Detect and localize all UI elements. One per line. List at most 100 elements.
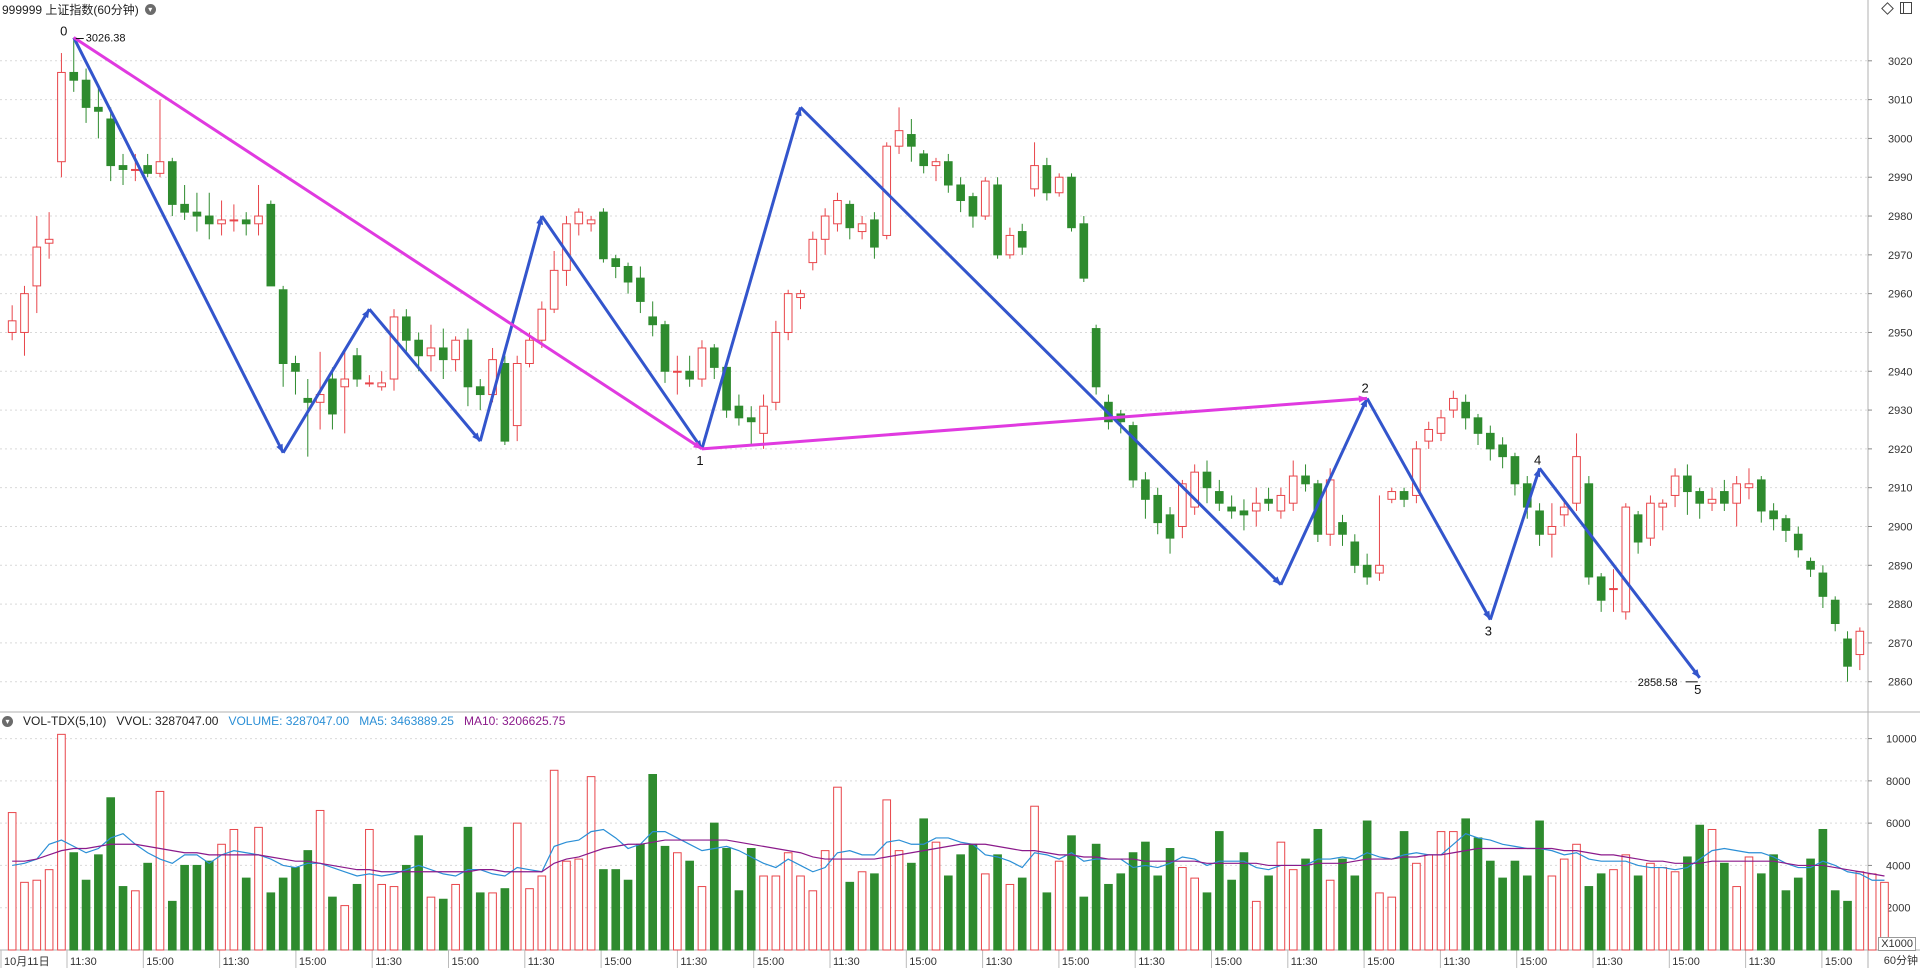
time-tick-label: 11:30 [70, 956, 97, 968]
volume-bar-down [1202, 892, 1212, 951]
volume-bar-down [1313, 828, 1323, 951]
candle-down [1141, 479, 1150, 500]
volume-bar-up [1707, 828, 1717, 951]
price-tick-label: 3010 [1888, 95, 1912, 107]
price-tick-label: 2950 [1888, 327, 1912, 339]
candle-up [254, 215, 263, 225]
volume-bar-down [1239, 852, 1249, 951]
volume-bar-down [685, 860, 694, 951]
candle-up [1621, 506, 1631, 613]
volume-bar-down [180, 864, 189, 951]
candle-down [870, 219, 879, 248]
volume-tick-label: 8000 [1886, 776, 1910, 788]
candle-down [1473, 417, 1483, 434]
candle-down [1239, 510, 1249, 516]
magenta-wave-segment [701, 396, 1368, 451]
candle-up [1744, 483, 1754, 489]
candle-up [340, 378, 350, 388]
volume-bar-up [1609, 869, 1618, 951]
volume-bar-down [1116, 873, 1126, 951]
volume-bar-up [771, 875, 781, 951]
volume-bar-up [1030, 805, 1039, 951]
dropdown-circle-icon[interactable]: ▾ [144, 3, 156, 15]
candle-up [1412, 448, 1421, 496]
volume-bar-down [1362, 820, 1372, 951]
candle-down [1153, 494, 1163, 524]
candle-up [57, 71, 66, 163]
volume-bar-up [451, 883, 460, 951]
candle-up [1658, 502, 1668, 508]
price-tick-label: 2980 [1888, 211, 1912, 223]
volume-bar-down [463, 826, 473, 951]
volume-bar-up [1276, 841, 1286, 951]
candle-down [1756, 479, 1766, 512]
blue-wave-segment-arrow [472, 432, 481, 442]
price-tick-label: 2910 [1888, 483, 1912, 495]
candle-up [1251, 502, 1261, 512]
volume-bar-down [192, 864, 202, 951]
volume-bar-up [980, 873, 990, 951]
volume-bar-up [1190, 877, 1199, 951]
volume-bar-down [1510, 860, 1520, 951]
price-tick-label: 2860 [1888, 677, 1912, 689]
volume-bar-up [32, 879, 42, 951]
candle-up [389, 316, 399, 380]
candle-down [69, 71, 79, 81]
candle-down [1227, 506, 1236, 512]
candle-down [1350, 541, 1360, 566]
volume-bar-up [759, 875, 768, 951]
candle-down [919, 153, 929, 167]
blue-wave-segment-arrow [794, 107, 802, 117]
price-tick-label: 2960 [1888, 289, 1912, 301]
volume-indicator-name: VOL-TDX(5,10) [23, 714, 107, 728]
candle-down [414, 339, 423, 357]
volume-bar-down [241, 877, 251, 951]
candle-down [907, 134, 916, 147]
blue-wave-segment [1365, 397, 1492, 621]
blue-wave-segment-arrow [1483, 610, 1491, 620]
volume-bar-down [1535, 820, 1544, 951]
volume-dropdown-icon[interactable]: ▾ [2, 715, 13, 727]
blue-wave-segment-arrow [1533, 468, 1541, 478]
volume-bar-up [1658, 867, 1668, 951]
candle-down [845, 203, 855, 229]
period-badge: 60分钟 [1883, 955, 1918, 967]
volume-bar-up [1436, 831, 1446, 951]
time-tick-label: 10月11日 [4, 956, 50, 968]
volume-bar-up [1732, 886, 1741, 951]
candle-up [44, 238, 54, 244]
candle-down [709, 347, 719, 368]
volume-bar-down [1830, 890, 1840, 951]
time-tick-label: 15:00 [146, 956, 174, 968]
time-tick-label: 15:00 [757, 956, 785, 968]
candle-down [1461, 401, 1470, 419]
volume-bar-up [796, 875, 805, 951]
volume-bar-down [1756, 873, 1766, 951]
volume-bar-up [155, 790, 165, 951]
volume-bar-up [931, 841, 941, 951]
volume-bar-down [1522, 875, 1532, 951]
volume-bar-down [1584, 886, 1594, 951]
volume-bar-down [919, 818, 929, 951]
candle-up [7, 320, 17, 333]
time-tick-label: 11:30 [1443, 956, 1470, 968]
volume-bar-down [907, 862, 916, 951]
volume-bar-up [1621, 854, 1631, 951]
time-tick-label: 15:00 [452, 956, 480, 968]
volume-bar-down [1165, 848, 1175, 951]
candle-up [673, 370, 682, 373]
ma5-value: MA5: 3463889.25 [359, 714, 454, 728]
diamond-icon[interactable] [1881, 1, 1894, 15]
volume-bar-up [488, 892, 497, 951]
volume-bar-up [1325, 879, 1335, 951]
candle-up [1276, 494, 1286, 512]
volume-bar-down [1042, 892, 1052, 951]
candle-down [1079, 223, 1089, 279]
candle-up [217, 219, 226, 225]
panel-toggle-icon[interactable] [1900, 2, 1912, 14]
volume-bar-up [1387, 896, 1397, 951]
volume-bar-down [1301, 858, 1310, 951]
volume-bar-down [1153, 875, 1163, 951]
candle-down [1498, 444, 1507, 458]
